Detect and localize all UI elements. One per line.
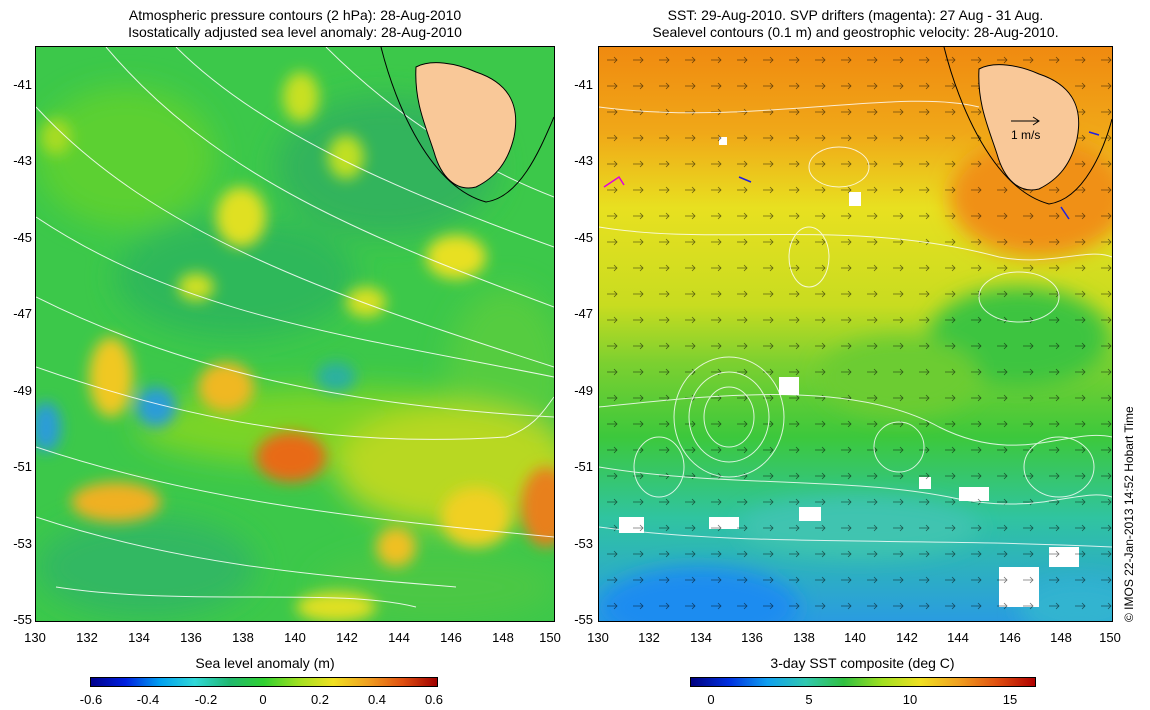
left-y-tick: -41 bbox=[13, 77, 32, 92]
sst-colorbar-tick: 0 bbox=[707, 692, 715, 707]
left-x-tick: 138 bbox=[232, 630, 254, 645]
left-x-tick: 144 bbox=[388, 630, 410, 645]
right-x-tick: 142 bbox=[896, 630, 918, 645]
right-y-tick: -53 bbox=[574, 536, 593, 551]
left-y-tick: -45 bbox=[13, 230, 32, 245]
right-y-tick: -55 bbox=[574, 612, 593, 627]
left-x-tick: 140 bbox=[284, 630, 306, 645]
sst-colorbar-tick: 10 bbox=[902, 692, 918, 707]
sst-colorbar-title: 3-day SST composite (deg C) bbox=[770, 655, 955, 671]
right-y-tick: -49 bbox=[574, 383, 593, 398]
right-x-tick: 138 bbox=[793, 630, 815, 645]
right-y-tick: -47 bbox=[574, 306, 593, 321]
sla-colorbar-tick: 0.6 bbox=[424, 692, 444, 707]
right-y-tick: -51 bbox=[574, 459, 593, 474]
svp-drifter-tracks-blue bbox=[738, 131, 1100, 220]
left-title-line1: Atmospheric pressure contours (2 hPa): 2… bbox=[128, 7, 462, 23]
left-title-line2: Isostatically adjusted sea level anomaly… bbox=[128, 24, 462, 40]
sst-colorbar bbox=[690, 677, 1036, 687]
tasmania-land bbox=[415, 62, 517, 189]
left-y-tick: -53 bbox=[13, 536, 32, 551]
left-y-tick: -55 bbox=[13, 612, 32, 627]
right-x-tick: 132 bbox=[638, 630, 660, 645]
sla-colorbar-tick: -0.4 bbox=[136, 692, 160, 707]
left-x-tick: 136 bbox=[180, 630, 202, 645]
velocity-scale-label: 1 m/s bbox=[1011, 128, 1040, 142]
sea-level-anomaly-map bbox=[35, 46, 555, 622]
right-x-tick: 150 bbox=[1099, 630, 1121, 645]
right-x-tick: 140 bbox=[844, 630, 866, 645]
left-y-tick: -47 bbox=[13, 306, 32, 321]
left-x-tick: 148 bbox=[492, 630, 514, 645]
right-title: SST: 29-Aug-2010. SVP drifters (magenta)… bbox=[598, 7, 1113, 41]
tasmania-land bbox=[978, 64, 1080, 191]
left-x-tick: 134 bbox=[128, 630, 150, 645]
right-x-tick: 148 bbox=[1050, 630, 1072, 645]
right-x-tick: 144 bbox=[947, 630, 969, 645]
sla-colorbar-tick: 0.4 bbox=[367, 692, 387, 707]
velocity-scale: 1 m/s bbox=[1011, 116, 1040, 142]
sst-colorbar-tick: 5 bbox=[805, 692, 813, 707]
sst-colorbar-tick: 15 bbox=[1002, 692, 1018, 707]
sst-map-graphic: 1 m/s bbox=[599, 47, 1112, 621]
left-x-tick: 130 bbox=[24, 630, 46, 645]
sla-map-graphic bbox=[36, 47, 554, 621]
credit-text: © IMOS 22-Jan-2013 14:52 Hobart Time bbox=[1122, 406, 1136, 622]
sla-colorbar-tick: 0 bbox=[259, 692, 267, 707]
left-y-tick: -51 bbox=[13, 459, 32, 474]
sst-map: 1 m/s bbox=[598, 46, 1113, 622]
right-x-tick: 130 bbox=[587, 630, 609, 645]
sla-colorbar-tick: -0.2 bbox=[194, 692, 218, 707]
sla-colorbar bbox=[90, 677, 438, 687]
right-x-tick: 136 bbox=[741, 630, 763, 645]
left-y-tick: -43 bbox=[13, 153, 32, 168]
left-x-tick: 142 bbox=[336, 630, 358, 645]
right-x-tick: 134 bbox=[690, 630, 712, 645]
right-y-tick: -43 bbox=[574, 153, 593, 168]
sla-colorbar-tick: -0.6 bbox=[79, 692, 103, 707]
right-y-tick: -41 bbox=[574, 77, 593, 92]
sla-colorbar-title: Sea level anomaly (m) bbox=[195, 655, 335, 671]
left-y-tick: -49 bbox=[13, 383, 32, 398]
left-x-tick: 150 bbox=[539, 630, 561, 645]
svp-drifter-tracks bbox=[603, 175, 625, 188]
right-title-line1: SST: 29-Aug-2010. SVP drifters (magenta)… bbox=[667, 7, 1044, 23]
right-title-line2: Sealevel contours (0.1 m) and geostrophi… bbox=[652, 24, 1059, 40]
right-x-tick: 146 bbox=[999, 630, 1021, 645]
left-title: Atmospheric pressure contours (2 hPa): 2… bbox=[35, 7, 555, 41]
left-x-tick: 132 bbox=[76, 630, 98, 645]
right-y-tick: -45 bbox=[574, 230, 593, 245]
left-x-tick: 146 bbox=[440, 630, 462, 645]
sla-colorbar-tick: 0.2 bbox=[310, 692, 330, 707]
